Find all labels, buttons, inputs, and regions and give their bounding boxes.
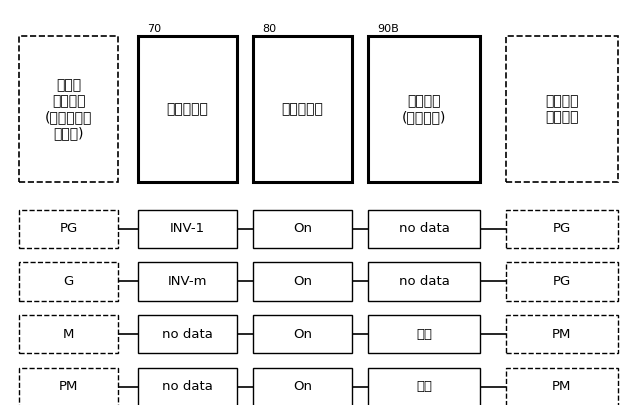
Bar bbox=[19, 262, 118, 301]
Bar bbox=[138, 262, 237, 301]
Bar bbox=[506, 210, 618, 248]
Bar bbox=[19, 368, 118, 405]
Text: PG: PG bbox=[552, 275, 571, 288]
Bar bbox=[138, 368, 237, 405]
Bar bbox=[138, 210, 237, 248]
Text: 得られる
表面効果: 得られる 表面効果 bbox=[545, 94, 579, 124]
Text: On: On bbox=[293, 328, 312, 341]
Text: no data: no data bbox=[399, 222, 449, 235]
Text: PG: PG bbox=[60, 222, 78, 235]
Bar bbox=[368, 368, 480, 405]
Text: ベタ: ベタ bbox=[416, 380, 432, 393]
Text: no data: no data bbox=[162, 380, 212, 393]
Bar bbox=[506, 262, 618, 301]
Text: M: M bbox=[63, 328, 74, 341]
Bar bbox=[253, 36, 352, 182]
Text: 指定の
表面効果
(光沢制御版
データ): 指定の 表面効果 (光沢制御版 データ) bbox=[45, 78, 93, 141]
Text: ベタ: ベタ bbox=[416, 328, 432, 341]
Bar bbox=[138, 315, 237, 353]
Text: PM: PM bbox=[59, 380, 79, 393]
Text: PM: PM bbox=[552, 380, 572, 393]
Bar bbox=[19, 36, 118, 182]
Text: 後処理機
(低温定着): 後処理機 (低温定着) bbox=[402, 94, 446, 124]
Text: PG: PG bbox=[552, 222, 571, 235]
Bar bbox=[368, 210, 480, 248]
Bar bbox=[506, 315, 618, 353]
Text: INV-1: INV-1 bbox=[170, 222, 205, 235]
Text: 80: 80 bbox=[262, 24, 276, 34]
Bar bbox=[368, 262, 480, 301]
Text: On: On bbox=[293, 222, 312, 235]
Text: INV-m: INV-m bbox=[168, 275, 207, 288]
Text: no data: no data bbox=[399, 275, 449, 288]
Bar bbox=[506, 36, 618, 182]
Text: G: G bbox=[63, 275, 74, 288]
Bar bbox=[253, 368, 352, 405]
Text: グロッサー: グロッサー bbox=[282, 102, 323, 116]
Text: On: On bbox=[293, 380, 312, 393]
Text: 70: 70 bbox=[147, 24, 161, 34]
Bar bbox=[368, 36, 480, 182]
Text: On: On bbox=[293, 275, 312, 288]
Bar bbox=[368, 315, 480, 353]
Bar bbox=[253, 315, 352, 353]
Text: 90B: 90B bbox=[378, 24, 399, 34]
Bar bbox=[19, 315, 118, 353]
Bar bbox=[138, 36, 237, 182]
Bar bbox=[253, 210, 352, 248]
Bar bbox=[253, 262, 352, 301]
Bar bbox=[506, 368, 618, 405]
Bar bbox=[19, 210, 118, 248]
Text: PM: PM bbox=[552, 328, 572, 341]
Text: プリンタ機: プリンタ機 bbox=[166, 102, 208, 116]
Text: no data: no data bbox=[162, 328, 212, 341]
